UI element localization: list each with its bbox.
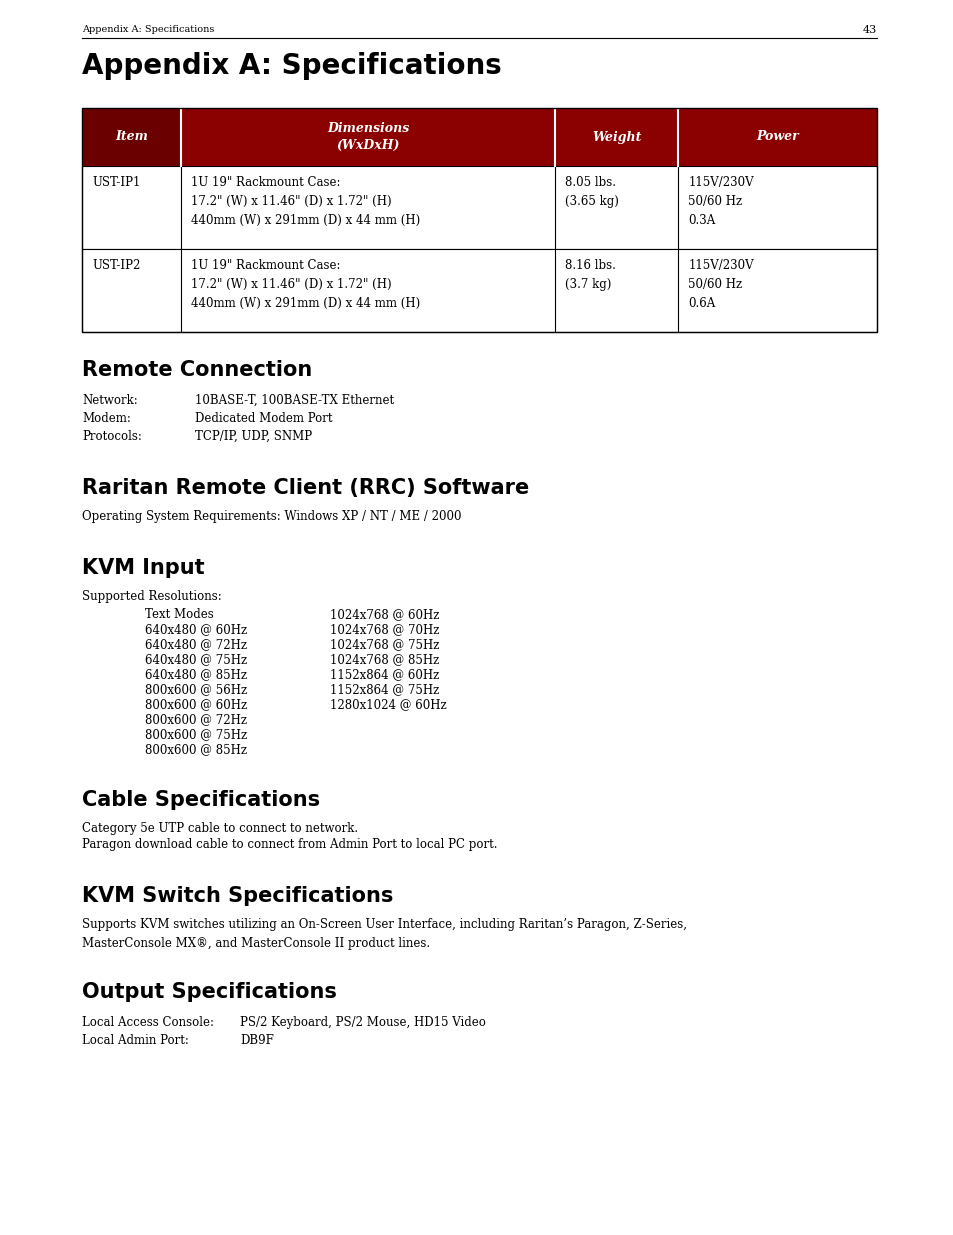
Text: Protocols:: Protocols: (82, 430, 142, 443)
Text: 1024x768 @ 60Hz: 1024x768 @ 60Hz (330, 608, 439, 621)
Text: 800x600 @ 85Hz: 800x600 @ 85Hz (145, 743, 247, 756)
Text: TCP/IP, UDP, SNMP: TCP/IP, UDP, SNMP (194, 430, 312, 443)
Text: 1U 19" Rackmount Case:
17.2" (W) x 11.46" (D) x 1.72" (H)
440mm (W) x 291mm (D) : 1U 19" Rackmount Case: 17.2" (W) x 11.46… (192, 259, 420, 310)
Text: 115V/230V
50/60 Hz
0.6A: 115V/230V 50/60 Hz 0.6A (687, 259, 753, 310)
Text: PS/2 Keyboard, PS/2 Mouse, HD15 Video: PS/2 Keyboard, PS/2 Mouse, HD15 Video (240, 1016, 485, 1029)
Text: 10BASE-T, 100BASE-TX Ethernet: 10BASE-T, 100BASE-TX Ethernet (194, 394, 394, 408)
Text: 640x480 @ 85Hz: 640x480 @ 85Hz (145, 668, 247, 680)
Text: Category 5e UTP cable to connect to network.: Category 5e UTP cable to connect to netw… (82, 823, 357, 835)
Text: 8.16 lbs.
(3.7 kg): 8.16 lbs. (3.7 kg) (564, 259, 616, 291)
Text: 43: 43 (862, 25, 876, 35)
Bar (82, 165, 876, 249)
Text: 1152x864 @ 75Hz: 1152x864 @ 75Hz (330, 683, 438, 697)
Text: Supports KVM switches utilizing an On-Screen User Interface, including Raritan’s: Supports KVM switches utilizing an On-Sc… (82, 918, 686, 950)
Text: Local Access Console:: Local Access Console: (82, 1016, 213, 1029)
Text: Appendix A: Specifications: Appendix A: Specifications (82, 52, 501, 80)
Bar (82, 107, 876, 332)
Text: 8.05 lbs.
(3.65 kg): 8.05 lbs. (3.65 kg) (564, 177, 618, 207)
Text: 800x600 @ 72Hz: 800x600 @ 72Hz (145, 713, 247, 726)
Text: Appendix A: Specifications: Appendix A: Specifications (82, 25, 214, 35)
Text: Paragon download cable to connect from Admin Port to local PC port.: Paragon download cable to connect from A… (82, 839, 497, 851)
Text: Power: Power (756, 131, 799, 143)
Bar (82, 249, 876, 332)
Text: 640x480 @ 60Hz: 640x480 @ 60Hz (145, 622, 247, 636)
Text: Raritan Remote Client (RRC) Software: Raritan Remote Client (RRC) Software (82, 478, 529, 498)
Text: Local Admin Port:: Local Admin Port: (82, 1034, 189, 1047)
Text: KVM Switch Specifications: KVM Switch Specifications (82, 885, 393, 906)
Text: Remote Connection: Remote Connection (82, 359, 312, 380)
Text: UST-IP1: UST-IP1 (91, 177, 140, 189)
Text: 640x480 @ 75Hz: 640x480 @ 75Hz (145, 653, 247, 666)
Text: DB9F: DB9F (240, 1034, 274, 1047)
Text: Modem:: Modem: (82, 412, 131, 425)
Text: 1024x768 @ 75Hz: 1024x768 @ 75Hz (330, 638, 439, 651)
Text: 1024x768 @ 70Hz: 1024x768 @ 70Hz (330, 622, 439, 636)
Text: 800x600 @ 56Hz: 800x600 @ 56Hz (145, 683, 247, 697)
Text: Cable Specifications: Cable Specifications (82, 790, 320, 810)
Text: KVM Input: KVM Input (82, 558, 204, 578)
Bar (82, 107, 876, 165)
Text: 1280x1024 @ 60Hz: 1280x1024 @ 60Hz (330, 698, 446, 711)
Text: Output Specifications: Output Specifications (82, 982, 336, 1002)
Text: 800x600 @ 75Hz: 800x600 @ 75Hz (145, 727, 247, 741)
Text: 1024x768 @ 85Hz: 1024x768 @ 85Hz (330, 653, 438, 666)
Text: Weight: Weight (591, 131, 640, 143)
Text: 800x600 @ 60Hz: 800x600 @ 60Hz (145, 698, 247, 711)
Text: 640x480 @ 72Hz: 640x480 @ 72Hz (145, 638, 247, 651)
Text: 1152x864 @ 60Hz: 1152x864 @ 60Hz (330, 668, 438, 680)
Text: Text Modes: Text Modes (145, 608, 213, 621)
Text: Item: Item (115, 131, 148, 143)
Text: 115V/230V
50/60 Hz
0.3A: 115V/230V 50/60 Hz 0.3A (687, 177, 753, 227)
Text: Dedicated Modem Port: Dedicated Modem Port (194, 412, 333, 425)
Text: Dimensions
(WxDxH): Dimensions (WxDxH) (327, 122, 409, 152)
Text: Operating System Requirements: Windows XP / NT / ME / 2000: Operating System Requirements: Windows X… (82, 510, 461, 522)
Text: Network:: Network: (82, 394, 137, 408)
Text: 1U 19" Rackmount Case:
17.2" (W) x 11.46" (D) x 1.72" (H)
440mm (W) x 291mm (D) : 1U 19" Rackmount Case: 17.2" (W) x 11.46… (192, 177, 420, 227)
Text: UST-IP2: UST-IP2 (91, 259, 140, 272)
Text: Supported Resolutions:: Supported Resolutions: (82, 590, 221, 603)
Bar (82, 107, 181, 165)
